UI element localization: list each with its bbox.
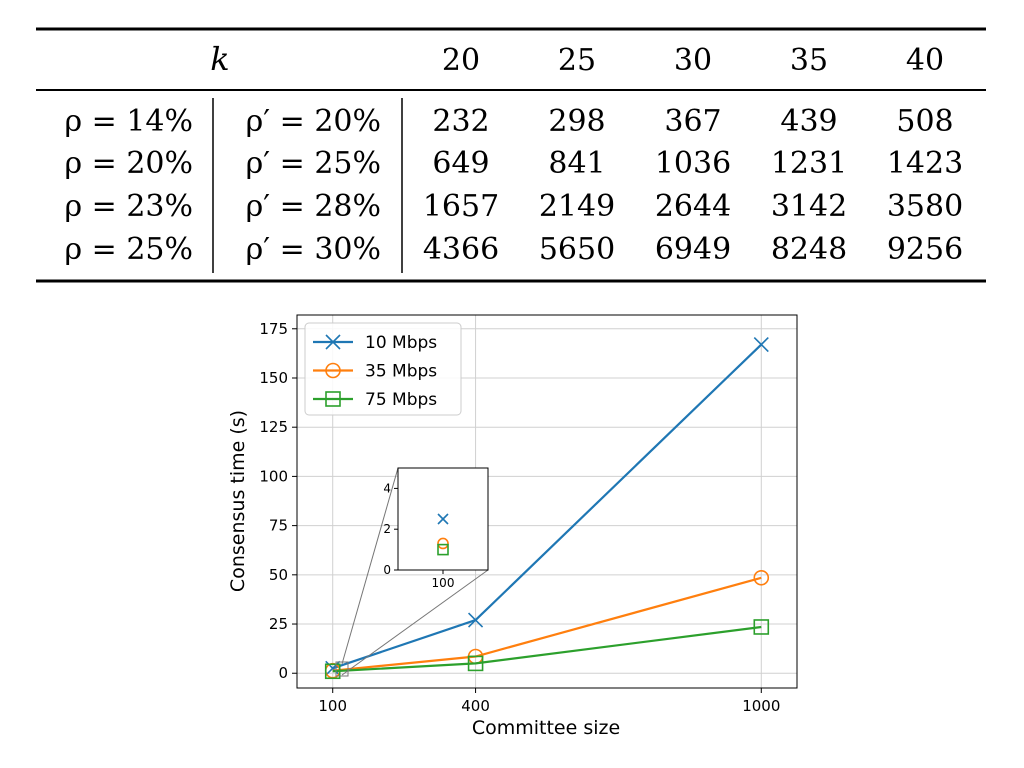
data-point bbox=[324, 663, 341, 680]
table-cell: 508 bbox=[896, 104, 953, 139]
table-cell: 439 bbox=[780, 104, 837, 139]
table-cell: 649 bbox=[432, 146, 489, 181]
inset-zoom-box bbox=[335, 661, 349, 677]
y-tick-label: 0 bbox=[278, 664, 288, 682]
x-axis-ticks: 100 400 1000 bbox=[318, 688, 780, 715]
legend: 10 Mbps 35 Mbps 75 Mbps bbox=[304, 322, 462, 416]
table-cell: 3142 bbox=[771, 189, 847, 224]
plot-frame bbox=[296, 314, 798, 689]
inset-plot: 0 2 4 100 bbox=[383, 481, 454, 590]
legend-item: 75 Mbps bbox=[313, 390, 437, 410]
table-cell: 232 bbox=[432, 104, 489, 139]
data-point bbox=[468, 612, 484, 628]
table-cell: 1423 bbox=[887, 146, 963, 181]
rho-prime-cell: ρ′ = 25% bbox=[246, 146, 381, 181]
table-cell: 367 bbox=[664, 104, 721, 139]
table-body: ρ = 14% ρ′ = 20% 232 298 367 439 508 ρ = 20% ρ′ … bbox=[64, 104, 963, 267]
table-cell: 841 bbox=[548, 146, 605, 181]
k-values-header: 20 25 30 35 40 bbox=[442, 43, 944, 78]
inset-x-tick-label: 100 bbox=[432, 576, 455, 590]
data-point bbox=[753, 336, 769, 353]
table-cell: 3580 bbox=[887, 189, 963, 224]
table-row: ρ = 23% ρ′ = 28% 1657 2149 2644 3142 3580 bbox=[64, 189, 963, 224]
x-tick-label: 400 bbox=[461, 697, 490, 715]
table-cell: 6949 bbox=[655, 232, 731, 267]
legend-label: 10 Mbps bbox=[365, 333, 437, 353]
y-tick-label: 150 bbox=[259, 369, 288, 387]
table-cell: 5650 bbox=[539, 232, 615, 267]
inset-connector-top bbox=[341, 467, 399, 665]
rho-prime-cell: ρ′ = 30% bbox=[246, 232, 381, 267]
y-axis-label: Consensus time (s) bbox=[227, 410, 249, 592]
k-value-header: 40 bbox=[906, 43, 944, 78]
inset-data-point bbox=[437, 543, 449, 556]
rho-cell: ρ = 25% bbox=[64, 232, 193, 267]
legend-label: 35 Mbps bbox=[365, 362, 437, 382]
results-table: k 20 25 30 35 40 ρ = 14% ρ′ = 20% 232 298 367 439… bbox=[36, 27, 986, 283]
table-cell: 8248 bbox=[771, 232, 847, 267]
series-75-mbps bbox=[324, 619, 770, 680]
y-axis-ticks: 0 25 50 75 100 125 150 175 bbox=[259, 320, 297, 682]
y-tick-label: 50 bbox=[269, 566, 288, 584]
y-tick-label: 175 bbox=[259, 320, 288, 338]
k-value-header: 25 bbox=[558, 43, 596, 78]
data-point bbox=[467, 655, 484, 672]
k-value-header: 20 bbox=[442, 43, 480, 78]
legend-box bbox=[304, 322, 462, 416]
series-line bbox=[332, 625, 762, 673]
inset-data-point bbox=[437, 513, 449, 525]
inset-y-tick-label: 4 bbox=[383, 481, 391, 495]
x-tick-label: 1000 bbox=[742, 697, 780, 715]
legend-item: 10 Mbps bbox=[313, 333, 437, 353]
rho-cell: ρ = 20% bbox=[64, 146, 193, 181]
k-header: k bbox=[210, 40, 229, 78]
table-row: ρ = 20% ρ′ = 25% 649 841 1036 1231 1423 bbox=[64, 146, 963, 181]
legend-marker bbox=[325, 362, 341, 379]
series-group bbox=[324, 336, 770, 680]
y-tick-label: 100 bbox=[259, 467, 288, 485]
y-tick-label: 25 bbox=[269, 615, 288, 633]
table-cell: 2149 bbox=[539, 189, 615, 224]
legend-marker bbox=[325, 334, 341, 350]
rho-prime-cell: ρ′ = 28% bbox=[246, 189, 381, 224]
inset-y-tick-label: 0 bbox=[383, 563, 391, 577]
table-cell: 4366 bbox=[423, 232, 499, 267]
rho-cell: ρ = 23% bbox=[64, 189, 193, 224]
table-cell: 9256 bbox=[887, 232, 963, 267]
inset-data-point bbox=[437, 537, 449, 550]
data-point bbox=[753, 619, 770, 635]
table-row: ρ = 14% ρ′ = 20% 232 298 367 439 508 bbox=[64, 104, 953, 139]
k-value-header: 30 bbox=[674, 43, 712, 78]
y-tick-label: 125 bbox=[259, 418, 288, 436]
y-tick-label: 75 bbox=[269, 517, 288, 535]
legend-label: 75 Mbps bbox=[365, 390, 437, 410]
table-cell: 298 bbox=[548, 104, 605, 139]
x-axis-label: Committee size bbox=[472, 717, 620, 739]
table-cell: 1657 bbox=[423, 189, 499, 224]
table-cell: 1231 bbox=[771, 146, 847, 181]
legend-item: 35 Mbps bbox=[313, 362, 437, 382]
inset-y-tick-label: 2 bbox=[383, 522, 391, 536]
data-point bbox=[753, 569, 770, 586]
rho-cell: ρ = 14% bbox=[64, 104, 193, 139]
legend-marker bbox=[325, 391, 341, 407]
inset-connector-bottom bbox=[341, 569, 489, 676]
k-value-header: 35 bbox=[790, 43, 828, 78]
table-cell: 2644 bbox=[655, 189, 731, 224]
table-row: ρ = 25% ρ′ = 30% 4366 5650 6949 8248 9256 bbox=[64, 232, 963, 267]
table-cell: 1036 bbox=[655, 146, 731, 181]
x-tick-label: 100 bbox=[318, 697, 347, 715]
rho-prime-cell: ρ′ = 20% bbox=[246, 104, 381, 139]
